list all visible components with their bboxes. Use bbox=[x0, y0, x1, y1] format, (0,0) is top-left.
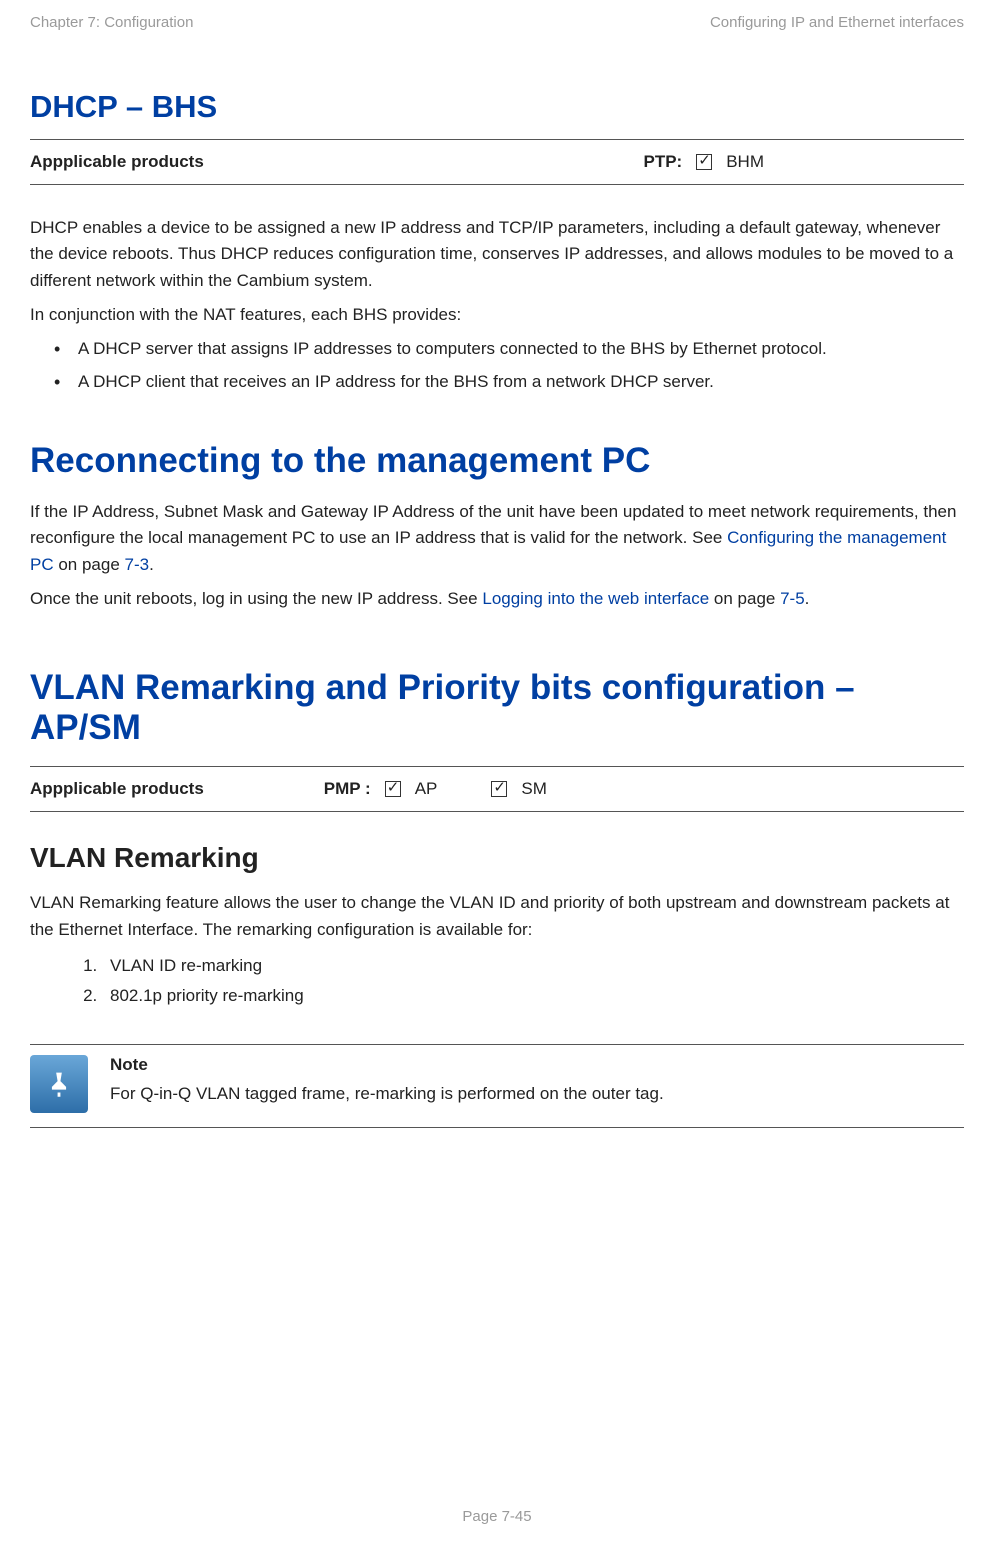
body-paragraph: DHCP enables a device to be assigned a n… bbox=[30, 215, 964, 294]
body-paragraph: If the IP Address, Subnet Mask and Gatew… bbox=[30, 499, 964, 578]
text-run: . bbox=[149, 555, 154, 574]
ptp-item-bhm: BHM bbox=[726, 152, 764, 172]
section-title-dhcp-bhs: DHCP – BHS bbox=[30, 89, 964, 125]
body-paragraph: In conjunction with the NAT features, ea… bbox=[30, 302, 964, 328]
link-logging-web[interactable]: Logging into the web interface bbox=[482, 589, 709, 608]
text-run: Once the unit reboots, log in using the … bbox=[30, 589, 482, 608]
note-text: Note For Q-in-Q VLAN tagged frame, re-ma… bbox=[110, 1055, 664, 1113]
numbered-list: VLAN ID re-marking 802.1p priority re-ma… bbox=[30, 953, 964, 1010]
list-item: A DHCP server that assigns IP addresses … bbox=[54, 336, 964, 362]
list-item: VLAN ID re-marking bbox=[102, 953, 964, 979]
subheading-vlan-remarking: VLAN Remarking bbox=[30, 842, 964, 874]
note-pin-icon bbox=[30, 1055, 88, 1113]
list-item: 802.1p priority re-marking bbox=[102, 983, 964, 1009]
text-run: on page bbox=[54, 555, 125, 574]
applicable-products-bar-1: Appplicable products PTP: BHM bbox=[30, 139, 964, 185]
body-paragraph: Once the unit reboots, log in using the … bbox=[30, 586, 964, 612]
ptp-label: PTP: bbox=[643, 152, 682, 172]
text-run: on page bbox=[709, 589, 780, 608]
body-paragraph: VLAN Remarking feature allows the user t… bbox=[30, 890, 964, 943]
checkbox-checked-icon bbox=[696, 154, 712, 170]
bullet-list: A DHCP server that assigns IP addresses … bbox=[30, 336, 964, 395]
note-body: For Q-in-Q VLAN tagged frame, re-marking… bbox=[110, 1081, 664, 1107]
ptp-group: PTP: BHM bbox=[643, 152, 764, 172]
pmp-group: PMP : AP SM bbox=[324, 779, 547, 799]
applicable-products-bar-2: Appplicable products PMP : AP SM bbox=[30, 766, 964, 812]
page-footer: Page 7-45 bbox=[0, 1508, 994, 1525]
text-run: . bbox=[805, 589, 810, 608]
applicable-products-label: Appplicable products bbox=[30, 152, 204, 172]
pmp-item-ap: AP bbox=[415, 779, 438, 799]
pmp-label: PMP : bbox=[324, 779, 371, 799]
checkbox-checked-icon bbox=[491, 781, 507, 797]
page-header: Chapter 7: Configuration Configuring IP … bbox=[30, 14, 964, 31]
link-page-7-5[interactable]: 7-5 bbox=[780, 589, 805, 608]
header-right: Configuring IP and Ethernet interfaces bbox=[710, 14, 964, 31]
note-block: Note For Q-in-Q VLAN tagged frame, re-ma… bbox=[30, 1044, 964, 1128]
pmp-item-sm: SM bbox=[521, 779, 547, 799]
applicable-products-label: Appplicable products bbox=[30, 779, 204, 799]
header-left: Chapter 7: Configuration bbox=[30, 14, 193, 31]
checkbox-checked-icon bbox=[385, 781, 401, 797]
section-title-reconnecting: Reconnecting to the management PC bbox=[30, 441, 964, 481]
link-page-7-3[interactable]: 7-3 bbox=[125, 555, 150, 574]
list-item: A DHCP client that receives an IP addres… bbox=[54, 369, 964, 395]
note-title: Note bbox=[110, 1055, 664, 1075]
section-title-vlan-remarking: VLAN Remarking and Priority bits configu… bbox=[30, 668, 964, 748]
